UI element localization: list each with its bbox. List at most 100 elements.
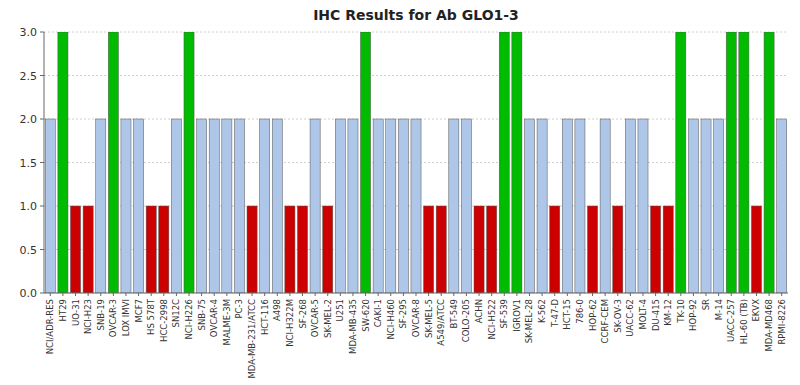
bar	[751, 206, 761, 293]
x-tick	[365, 293, 366, 296]
bar	[638, 119, 648, 293]
x-tick-label: HOP-92	[688, 299, 698, 331]
x-tick-label: SK-MEL-2	[323, 299, 333, 338]
x-tick-label: HCT-116	[260, 299, 270, 335]
x-tick	[781, 293, 782, 296]
y-tick	[40, 75, 44, 76]
x-tick	[214, 293, 215, 296]
x-tick-label: DU-415	[651, 299, 661, 331]
bar	[651, 206, 661, 293]
bar	[209, 119, 219, 293]
x-tick-label: HOP-62	[588, 299, 598, 331]
x-tick-label: ACHN	[474, 299, 484, 323]
x-tick-label: CAKI-1	[373, 299, 383, 327]
x-tick-label: SF-295	[398, 299, 408, 329]
x-tick	[642, 293, 643, 296]
x-tick	[277, 293, 278, 296]
x-tick	[226, 293, 227, 296]
x-tick-label: SW-620	[361, 299, 371, 332]
bar	[726, 32, 736, 293]
bar	[600, 119, 610, 293]
bar	[474, 206, 484, 293]
x-tick-label: 786-0	[575, 299, 585, 324]
bar	[587, 206, 597, 293]
x-tick-label: MDA-MD468	[764, 299, 774, 352]
x-tick-label: TK-10	[676, 299, 686, 324]
x-tick-label: UO-31	[71, 299, 81, 326]
grid	[44, 32, 788, 293]
bar	[676, 32, 686, 293]
y-tick	[40, 119, 44, 120]
bar	[108, 32, 118, 293]
bar	[663, 206, 673, 293]
x-tick-label: OVCAR-8	[411, 299, 421, 337]
bar	[45, 119, 55, 293]
x-tick-label: SN12C	[171, 299, 181, 328]
x-tick-label: SNB-75	[197, 299, 207, 330]
y-tick	[40, 206, 44, 207]
x-tick-label: SK-MEL-5	[424, 299, 434, 338]
x-tick	[113, 293, 114, 296]
y-tick-label: 0.0	[20, 287, 38, 300]
bar	[575, 119, 585, 293]
bar	[58, 32, 68, 293]
x-tick-label: SR	[701, 299, 711, 310]
x-tick-label: SNB-19	[96, 299, 106, 330]
x-tick	[138, 293, 139, 296]
x-tick	[680, 293, 681, 296]
x-tick-label: K-562	[537, 299, 547, 323]
bar	[121, 119, 131, 293]
x-tick-label: PC-3	[234, 299, 244, 319]
x-tick-label: MALME-3M	[222, 299, 232, 345]
bar	[323, 206, 333, 293]
x-tick	[189, 293, 190, 296]
x-tick	[264, 293, 265, 296]
bar	[461, 119, 471, 293]
x-axis: NCI/ADR-RESHT29UO-31NCI-H23SNB-19OVCAR-3…	[44, 293, 788, 378]
bar	[134, 119, 144, 293]
x-tick-label: HL-60 (TB)	[739, 299, 749, 344]
bar	[411, 119, 421, 293]
y-tick-label: 1.5	[20, 157, 38, 170]
x-tick-label: HCC-2998	[159, 299, 169, 342]
y-axis-line	[44, 32, 45, 293]
x-tick	[655, 293, 656, 296]
x-tick	[567, 293, 568, 296]
x-tick-label: IGROV1	[512, 299, 522, 332]
x-tick	[163, 293, 164, 296]
bar	[398, 119, 408, 293]
x-tick	[706, 293, 707, 296]
x-tick-label: MDA-MB-231/ATCC	[247, 299, 257, 379]
x-tick	[151, 293, 152, 296]
x-tick	[529, 293, 530, 296]
x-tick	[50, 293, 51, 296]
x-tick	[75, 293, 76, 296]
x-tick-label: A498	[272, 299, 282, 321]
y-tick-label: 0.5	[20, 244, 38, 257]
bar	[361, 32, 371, 293]
x-tick	[239, 293, 240, 296]
y-tick-label: 2.5	[20, 70, 38, 83]
x-tick	[743, 293, 744, 296]
x-tick	[769, 293, 770, 296]
x-tick-label: NCI-H322M	[285, 299, 295, 347]
x-tick	[592, 293, 593, 296]
x-tick	[176, 293, 177, 296]
bar	[260, 119, 270, 293]
x-tick	[605, 293, 606, 296]
x-tick	[428, 293, 429, 296]
x-tick-label: HCT-15	[562, 299, 572, 330]
bar	[285, 206, 295, 293]
x-tick-label: COLO-205	[461, 299, 471, 342]
y-axis: 0.00.51.01.52.02.53.0	[20, 26, 45, 300]
bar	[701, 119, 711, 293]
x-tick	[479, 293, 480, 296]
x-tick	[125, 293, 126, 296]
bar	[714, 119, 724, 293]
x-tick	[466, 293, 467, 296]
chart-container: IHC Results for Ab GLO1-30.00.51.01.52.0…	[0, 0, 800, 385]
chart-title: IHC Results for Ab GLO1-3	[313, 7, 519, 23]
x-tick-label: MCF7	[134, 299, 144, 323]
x-tick-label: UACC-62	[625, 299, 635, 337]
x-tick-label: MOLT-4	[638, 299, 648, 329]
